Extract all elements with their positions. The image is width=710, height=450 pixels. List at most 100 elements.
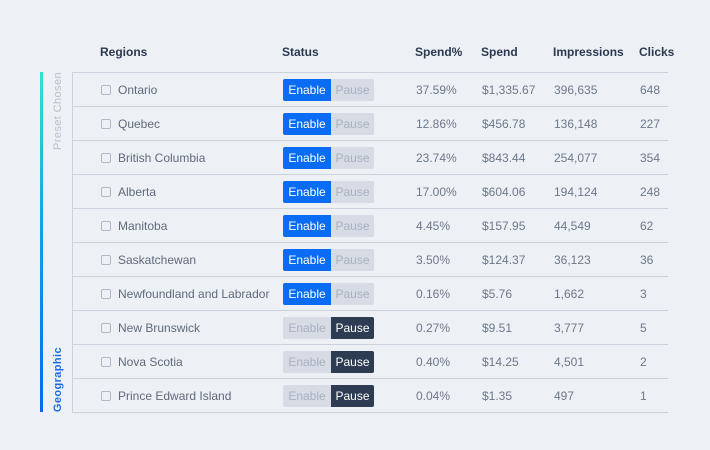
impressions-value: 497 (554, 388, 575, 403)
enable-button[interactable]: Enable (283, 180, 331, 203)
region-cell: Ontario (73, 83, 283, 97)
spend-value: $456.78 (482, 116, 526, 131)
region-name: New Brunswick (118, 320, 201, 335)
pause-button[interactable]: Pause (331, 112, 374, 135)
clicks-value: 354 (640, 150, 661, 165)
row-checkbox[interactable] (101, 288, 111, 299)
impressions-value: 1,662 (554, 286, 585, 301)
row-checkbox[interactable] (101, 118, 111, 129)
enable-button[interactable]: Enable (283, 384, 331, 407)
clicks-value: 3 (640, 286, 647, 301)
impressions-value: 396,635 (554, 82, 598, 97)
table-row: Saskatchewan Enable Pause 3.50% $124.37 … (73, 243, 668, 277)
column-header-impressions: Impressions (553, 45, 624, 59)
clicks-value: 648 (640, 82, 661, 97)
region-name: Alberta (118, 184, 157, 199)
pause-button[interactable]: Pause (331, 214, 374, 237)
spend-value: $5.76 (482, 286, 513, 301)
pause-button[interactable]: Pause (331, 180, 374, 203)
region-name: Prince Edward Island (118, 388, 232, 403)
spend-pct-value: 3.50% (416, 252, 451, 267)
region-cell: Newfoundland and Labrador (73, 287, 283, 301)
impressions-value: 4,501 (554, 354, 585, 369)
impressions-value: 44,549 (554, 218, 591, 233)
status-cell: Enable Pause (283, 180, 416, 203)
spend-pct-value: 4.45% (416, 218, 451, 233)
region-name: Manitoba (118, 218, 168, 233)
table-row: Alberta Enable Pause 17.00% $604.06 194,… (73, 175, 668, 209)
row-checkbox[interactable] (101, 322, 111, 333)
pause-button[interactable]: Pause (331, 350, 374, 373)
pause-button[interactable]: Pause (331, 248, 374, 271)
row-checkbox[interactable] (101, 84, 111, 95)
region-name: Nova Scotia (118, 354, 183, 369)
impressions-value: 194,124 (554, 184, 598, 199)
clicks-value: 62 (640, 218, 654, 233)
table-row: Quebec Enable Pause 12.86% $456.78 136,1… (73, 107, 668, 141)
pause-button[interactable]: Pause (331, 146, 374, 169)
region-cell: British Columbia (73, 151, 283, 165)
status-cell: Enable Pause (283, 248, 416, 271)
row-checkbox[interactable] (101, 220, 111, 231)
enable-button[interactable]: Enable (283, 316, 331, 339)
spend-value: $9.51 (482, 320, 513, 335)
impressions-value: 36,123 (554, 252, 591, 267)
spend-value: $843.44 (482, 150, 526, 165)
spend-value: $124.37 (482, 252, 526, 267)
column-header-spend: Spend (481, 45, 518, 59)
status-cell: Enable Pause (283, 112, 416, 135)
row-checkbox[interactable] (101, 390, 111, 401)
pause-button[interactable]: Pause (331, 316, 374, 339)
column-header-status: Status (282, 45, 319, 59)
status-cell: Enable Pause (283, 282, 416, 305)
table-row: British Columbia Enable Pause 23.74% $84… (73, 141, 668, 175)
geographic-label: Geographic (52, 346, 64, 412)
enable-button[interactable]: Enable (283, 146, 331, 169)
enable-button[interactable]: Enable (283, 248, 331, 271)
region-cell: Quebec (73, 117, 283, 131)
region-cell: New Brunswick (73, 321, 283, 335)
spend-pct-value: 0.16% (416, 286, 451, 301)
table-header-row: Regions Status Spend% Spend Impressions … (72, 45, 675, 72)
spend-pct-value: 12.86% (416, 116, 457, 131)
enable-button[interactable]: Enable (283, 350, 331, 373)
row-checkbox[interactable] (101, 254, 111, 265)
enable-button[interactable]: Enable (283, 78, 331, 101)
pause-button[interactable]: Pause (331, 78, 374, 101)
table-row: Ontario Enable Pause 37.59% $1,335.67 39… (73, 73, 668, 107)
region-cell: Prince Edward Island (73, 389, 283, 403)
row-checkbox[interactable] (101, 152, 111, 163)
status-cell: Enable Pause (283, 316, 416, 339)
table-row: Prince Edward Island Enable Pause 0.04% … (73, 379, 668, 413)
enable-button[interactable]: Enable (283, 112, 331, 135)
spend-pct-value: 0.04% (416, 388, 451, 403)
table-row: Nova Scotia Enable Pause 0.40% $14.25 4,… (73, 345, 668, 379)
region-name: Ontario (118, 82, 158, 97)
status-cell: Enable Pause (283, 214, 416, 237)
clicks-value: 2 (640, 354, 647, 369)
spend-value: $604.06 (482, 184, 526, 199)
status-cell: Enable Pause (283, 350, 416, 373)
row-checkbox[interactable] (101, 186, 111, 197)
row-checkbox[interactable] (101, 356, 111, 367)
enable-button[interactable]: Enable (283, 282, 331, 305)
status-cell: Enable Pause (283, 384, 416, 407)
impressions-value: 3,777 (554, 320, 585, 335)
clicks-value: 5 (640, 320, 647, 335)
region-name: Quebec (118, 116, 161, 131)
clicks-value: 248 (640, 184, 661, 199)
spend-pct-value: 37.59% (416, 82, 457, 97)
spend-pct-value: 0.27% (416, 320, 451, 335)
column-header-clicks: Clicks (639, 45, 675, 59)
region-cell: Alberta (73, 185, 283, 199)
impressions-value: 254,077 (554, 150, 598, 165)
clicks-value: 227 (640, 116, 661, 131)
clicks-value: 36 (640, 252, 654, 267)
pause-button[interactable]: Pause (331, 384, 374, 407)
pause-button[interactable]: Pause (331, 282, 374, 305)
enable-button[interactable]: Enable (283, 214, 331, 237)
column-header-regions: Regions (100, 45, 148, 59)
region-name: British Columbia (118, 150, 206, 165)
spend-value: $1.35 (482, 388, 513, 403)
region-cell: Saskatchewan (73, 253, 283, 267)
